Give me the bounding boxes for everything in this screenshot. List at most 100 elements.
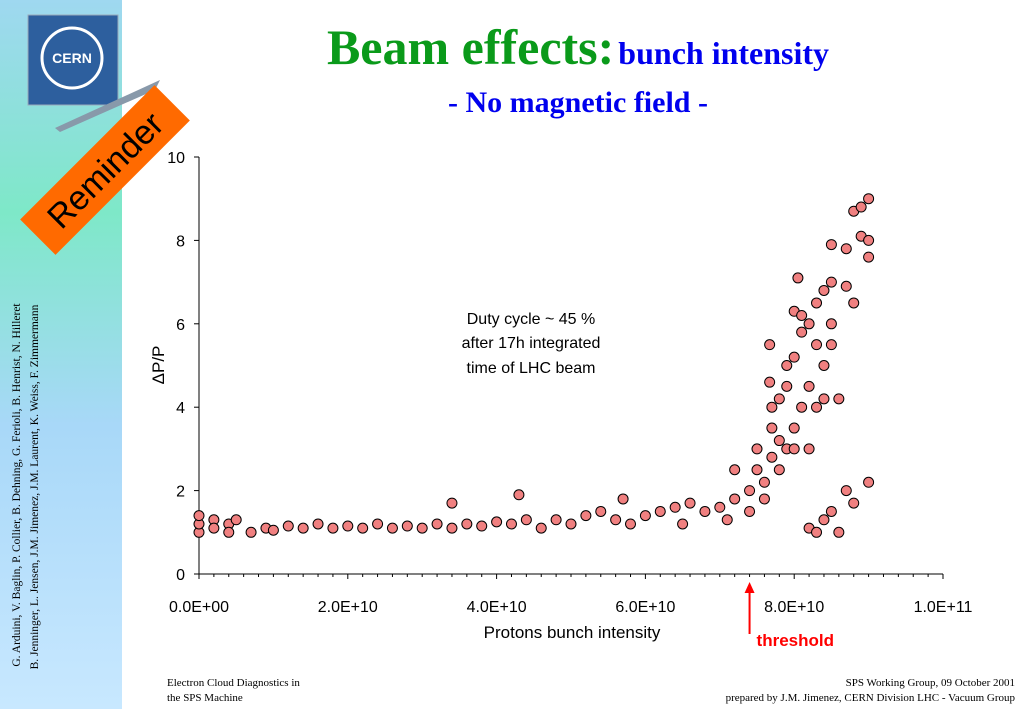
point — [863, 476, 875, 488]
point — [811, 297, 823, 309]
y-tick-label: 8 — [176, 233, 185, 250]
threshold-arrowhead — [744, 582, 755, 593]
point — [788, 422, 800, 434]
y-tick-label: 6 — [176, 317, 185, 334]
x-tick-label: 0.0E+00 — [169, 599, 229, 616]
point — [796, 401, 808, 413]
point — [342, 520, 354, 532]
point — [811, 526, 823, 538]
point — [825, 339, 837, 351]
point — [848, 497, 860, 509]
point — [230, 514, 242, 526]
authors-line: B. Jenninger, L. Jensen, J.M. Jimenez, J… — [29, 304, 41, 669]
logo-ring — [40, 26, 104, 90]
point — [773, 464, 785, 476]
annotation: time of LHC beam — [467, 360, 596, 377]
point — [833, 526, 845, 538]
point — [766, 451, 778, 463]
point — [781, 380, 793, 392]
point — [610, 514, 622, 526]
point — [416, 522, 428, 534]
point — [684, 497, 696, 509]
point — [766, 422, 778, 434]
y-tick-label: 4 — [176, 400, 185, 417]
point — [580, 510, 592, 522]
point — [825, 239, 837, 251]
point — [758, 476, 770, 488]
footer-right: prepared by J.M. Jimenez, CERN Division … — [726, 692, 1016, 704]
point — [446, 522, 458, 534]
title-sub: bunch intensity — [618, 35, 829, 71]
y-tick-label: 2 — [176, 484, 185, 501]
x-axis-label: Protons bunch intensity — [484, 623, 661, 642]
logo-shadow — [55, 80, 160, 132]
annotation: Duty cycle ~ 45 % — [467, 311, 596, 328]
point — [491, 516, 503, 528]
point — [825, 276, 837, 288]
point — [520, 514, 532, 526]
point — [758, 493, 770, 505]
point — [803, 380, 815, 392]
footer-right: SPS Working Group, 09 October 2001 — [846, 677, 1015, 689]
point — [840, 280, 852, 292]
point — [372, 518, 384, 530]
point — [863, 234, 875, 246]
point — [781, 360, 793, 371]
point — [825, 505, 837, 517]
point — [461, 518, 473, 530]
point — [744, 485, 756, 497]
point — [677, 518, 689, 530]
point — [386, 522, 398, 534]
point — [193, 510, 205, 522]
point — [764, 339, 776, 351]
point — [744, 505, 756, 517]
point — [714, 501, 726, 513]
point — [550, 514, 562, 526]
x-tick-label: 8.0E+10 — [764, 599, 824, 616]
point — [825, 318, 837, 330]
point — [208, 522, 220, 534]
point — [357, 522, 369, 534]
title: Beam effects: bunch intensity — [327, 19, 829, 75]
point — [833, 393, 845, 405]
footer-left: Electron Cloud Diagnostics in — [167, 677, 300, 689]
x-tick-label: 2.0E+10 — [318, 599, 378, 616]
point — [788, 443, 800, 455]
point — [848, 297, 860, 309]
point — [818, 360, 830, 371]
point — [223, 526, 235, 538]
side-band — [0, 0, 122, 709]
point — [267, 524, 279, 536]
point — [446, 497, 458, 509]
point — [840, 485, 852, 497]
point — [766, 401, 778, 413]
point — [729, 493, 741, 505]
point — [617, 493, 629, 505]
point — [840, 243, 852, 255]
point — [764, 376, 776, 388]
point — [863, 193, 875, 205]
point — [818, 514, 830, 526]
footer-left: the SPS Machine — [167, 692, 243, 704]
annotation: after 17h integrated — [462, 335, 601, 352]
point — [476, 520, 488, 532]
point — [792, 272, 804, 284]
logo-text: CERN — [52, 50, 92, 66]
point — [796, 326, 808, 338]
point — [282, 520, 294, 532]
x-tick-label: 4.0E+10 — [467, 599, 527, 616]
point — [639, 510, 651, 522]
subtitle: - No magnetic field - — [448, 86, 708, 119]
point — [505, 518, 517, 530]
point — [803, 318, 815, 330]
point — [863, 251, 875, 263]
y-tick-label: 10 — [167, 150, 185, 167]
point — [431, 518, 443, 530]
y-tick-label: 0 — [176, 567, 185, 584]
point — [699, 505, 711, 517]
x-tick-label: 1.0E+11 — [914, 599, 973, 616]
point — [751, 464, 763, 476]
point — [721, 514, 733, 526]
point — [855, 201, 867, 213]
